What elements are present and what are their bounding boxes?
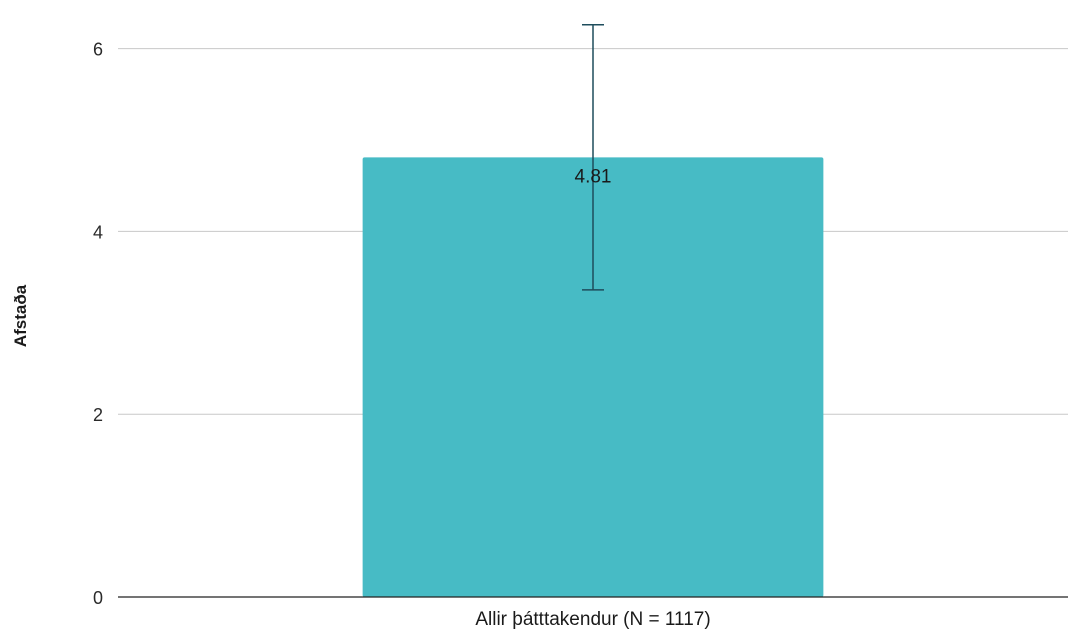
bars xyxy=(362,157,824,597)
error-bars xyxy=(582,24,604,291)
error-bar xyxy=(582,24,604,291)
data-labels: 4.81 xyxy=(575,166,612,187)
y-tick-label: 4 xyxy=(93,222,103,242)
data-label: 4.81 xyxy=(575,166,612,187)
bar xyxy=(362,157,824,597)
y-axis-ticks: 0 2 4 6 xyxy=(93,40,103,608)
y-tick-label: 2 xyxy=(93,405,103,425)
y-tick-label: 6 xyxy=(93,40,103,60)
x-axis-categories: Allir þátttakendur (N = 1117) xyxy=(475,609,710,630)
x-category-label: Allir þátttakendur (N = 1117) xyxy=(475,609,710,630)
y-tick-label: 0 xyxy=(93,588,103,608)
y-axis-title: Afstaða xyxy=(11,284,30,347)
